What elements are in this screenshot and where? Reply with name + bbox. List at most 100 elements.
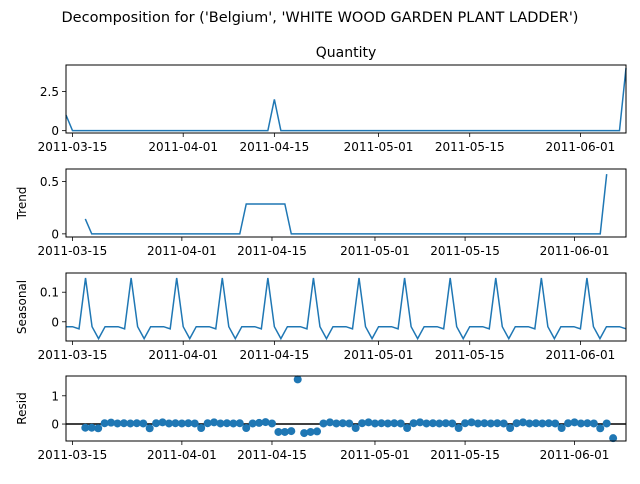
y-tick-label: 2.5 (40, 85, 59, 99)
resid-point (158, 418, 167, 427)
resid-point (499, 419, 508, 428)
y-tick-label: 1 (51, 389, 59, 403)
x-tick-label: 2011-04-01 (148, 348, 218, 362)
y-tick-label: 0 (51, 227, 59, 241)
resid-point (396, 419, 405, 428)
resid-point (216, 419, 225, 428)
x-tick-label: 2011-04-01 (147, 448, 217, 462)
x-tick-label: 2011-05-01 (344, 140, 414, 154)
resid-point (139, 419, 148, 428)
resid-point (461, 419, 470, 428)
resid-point (119, 419, 128, 428)
resid-point (512, 419, 521, 428)
series-line (84, 174, 608, 235)
resid-point (467, 418, 476, 427)
resid-point (306, 427, 315, 436)
x-tick-label: 2011-05-15 (435, 140, 505, 154)
resid-point (525, 419, 534, 428)
resid-point (473, 419, 482, 428)
resid-point (454, 424, 463, 432)
y-axis-label: Trend (15, 187, 29, 221)
panel-2: Trend 0 0.5 2011-03-15 2011-04-01 2011-04-15 2… (15, 168, 627, 258)
resid-point (325, 418, 334, 427)
resid-point (519, 418, 528, 427)
resid-point (557, 424, 566, 432)
series-line (65, 68, 627, 132)
x-tick-label: 2011-06-01 (540, 448, 610, 462)
resid-point (197, 424, 206, 432)
x-tick-label: 2011-03-15 (38, 448, 108, 462)
x-tick-label: 2011-05-01 (344, 348, 414, 362)
resid-point (609, 434, 618, 443)
resid-point (107, 418, 116, 427)
resid-point (222, 419, 231, 428)
resid-point (370, 419, 379, 428)
x-tick-label: 2011-04-15 (239, 140, 309, 154)
resid-point (203, 419, 212, 428)
resid-point (177, 419, 186, 428)
x-tick-label: 2011-05-01 (340, 244, 410, 258)
resid-point (531, 419, 540, 428)
x-tick-label: 2011-05-01 (340, 448, 410, 462)
resid-point (596, 424, 605, 433)
x-tick-label: 2011-04-15 (237, 244, 307, 258)
resid-point (441, 419, 450, 428)
resid-point (570, 418, 579, 427)
resid-point (506, 424, 515, 432)
y-tick-label: 0 (51, 315, 59, 329)
resid-point (351, 424, 360, 432)
resid-point (242, 424, 251, 432)
resid-point (313, 427, 322, 436)
resid-point (538, 419, 547, 428)
resid-point (428, 419, 437, 428)
resid-point (164, 419, 173, 428)
panel-4: Resid 0 1 2011-03-15 2011-04-01 2011-04-15 201… (15, 375, 627, 462)
x-tick-label: 2011-04-01 (147, 244, 217, 258)
resid-point (480, 419, 489, 428)
x-tick-label: 2011-05-15 (430, 244, 500, 258)
resid-point (190, 419, 199, 428)
resid-point (229, 419, 238, 428)
resid-point (589, 419, 598, 428)
figure-suptitle: Decomposition for ('Belgium', 'WHITE WOO… (62, 10, 579, 26)
resid-point (448, 419, 457, 428)
y-tick-label: 0 (51, 418, 59, 432)
resid-point (171, 419, 180, 428)
resid-point (364, 418, 373, 427)
x-tick-label: 2011-03-15 (38, 244, 108, 258)
x-tick-label: 2011-06-01 (546, 140, 616, 154)
x-tick-label: 2011-03-15 (38, 348, 108, 362)
resid-point (544, 419, 553, 428)
resid-point (576, 419, 585, 428)
resid-point (113, 419, 122, 428)
resid-point (94, 424, 103, 433)
resid-point (583, 419, 592, 428)
y-tick-label: 0.5 (40, 175, 59, 189)
y-axis-label: Resid (15, 392, 29, 424)
resid-point (345, 419, 354, 428)
panel-title: Quantity (316, 45, 377, 61)
axes-frame (65, 375, 627, 442)
resid-point (132, 419, 141, 428)
panel-1: Quantity 0 2.5 2011-03-15 2011-04-01 2011-04-… (38, 45, 627, 154)
x-tick-label: 2011-04-01 (148, 140, 218, 154)
y-tick-label: 0.1 (40, 286, 59, 300)
resid-point (383, 419, 392, 428)
resid-point (152, 419, 161, 428)
axes-frame (65, 168, 627, 238)
resid-point (338, 419, 347, 428)
resid-point (377, 419, 386, 428)
resid-point (248, 419, 257, 428)
resid-point (319, 419, 328, 428)
resid-point (261, 418, 270, 427)
resid-point (100, 419, 109, 428)
resid-point (409, 419, 418, 428)
resid-point (210, 418, 219, 427)
resid-point (184, 419, 193, 428)
axes-frame (65, 64, 627, 134)
resid-point (126, 419, 135, 428)
resid-point (300, 429, 309, 438)
resid-point (486, 419, 495, 428)
resid-point (287, 427, 296, 436)
